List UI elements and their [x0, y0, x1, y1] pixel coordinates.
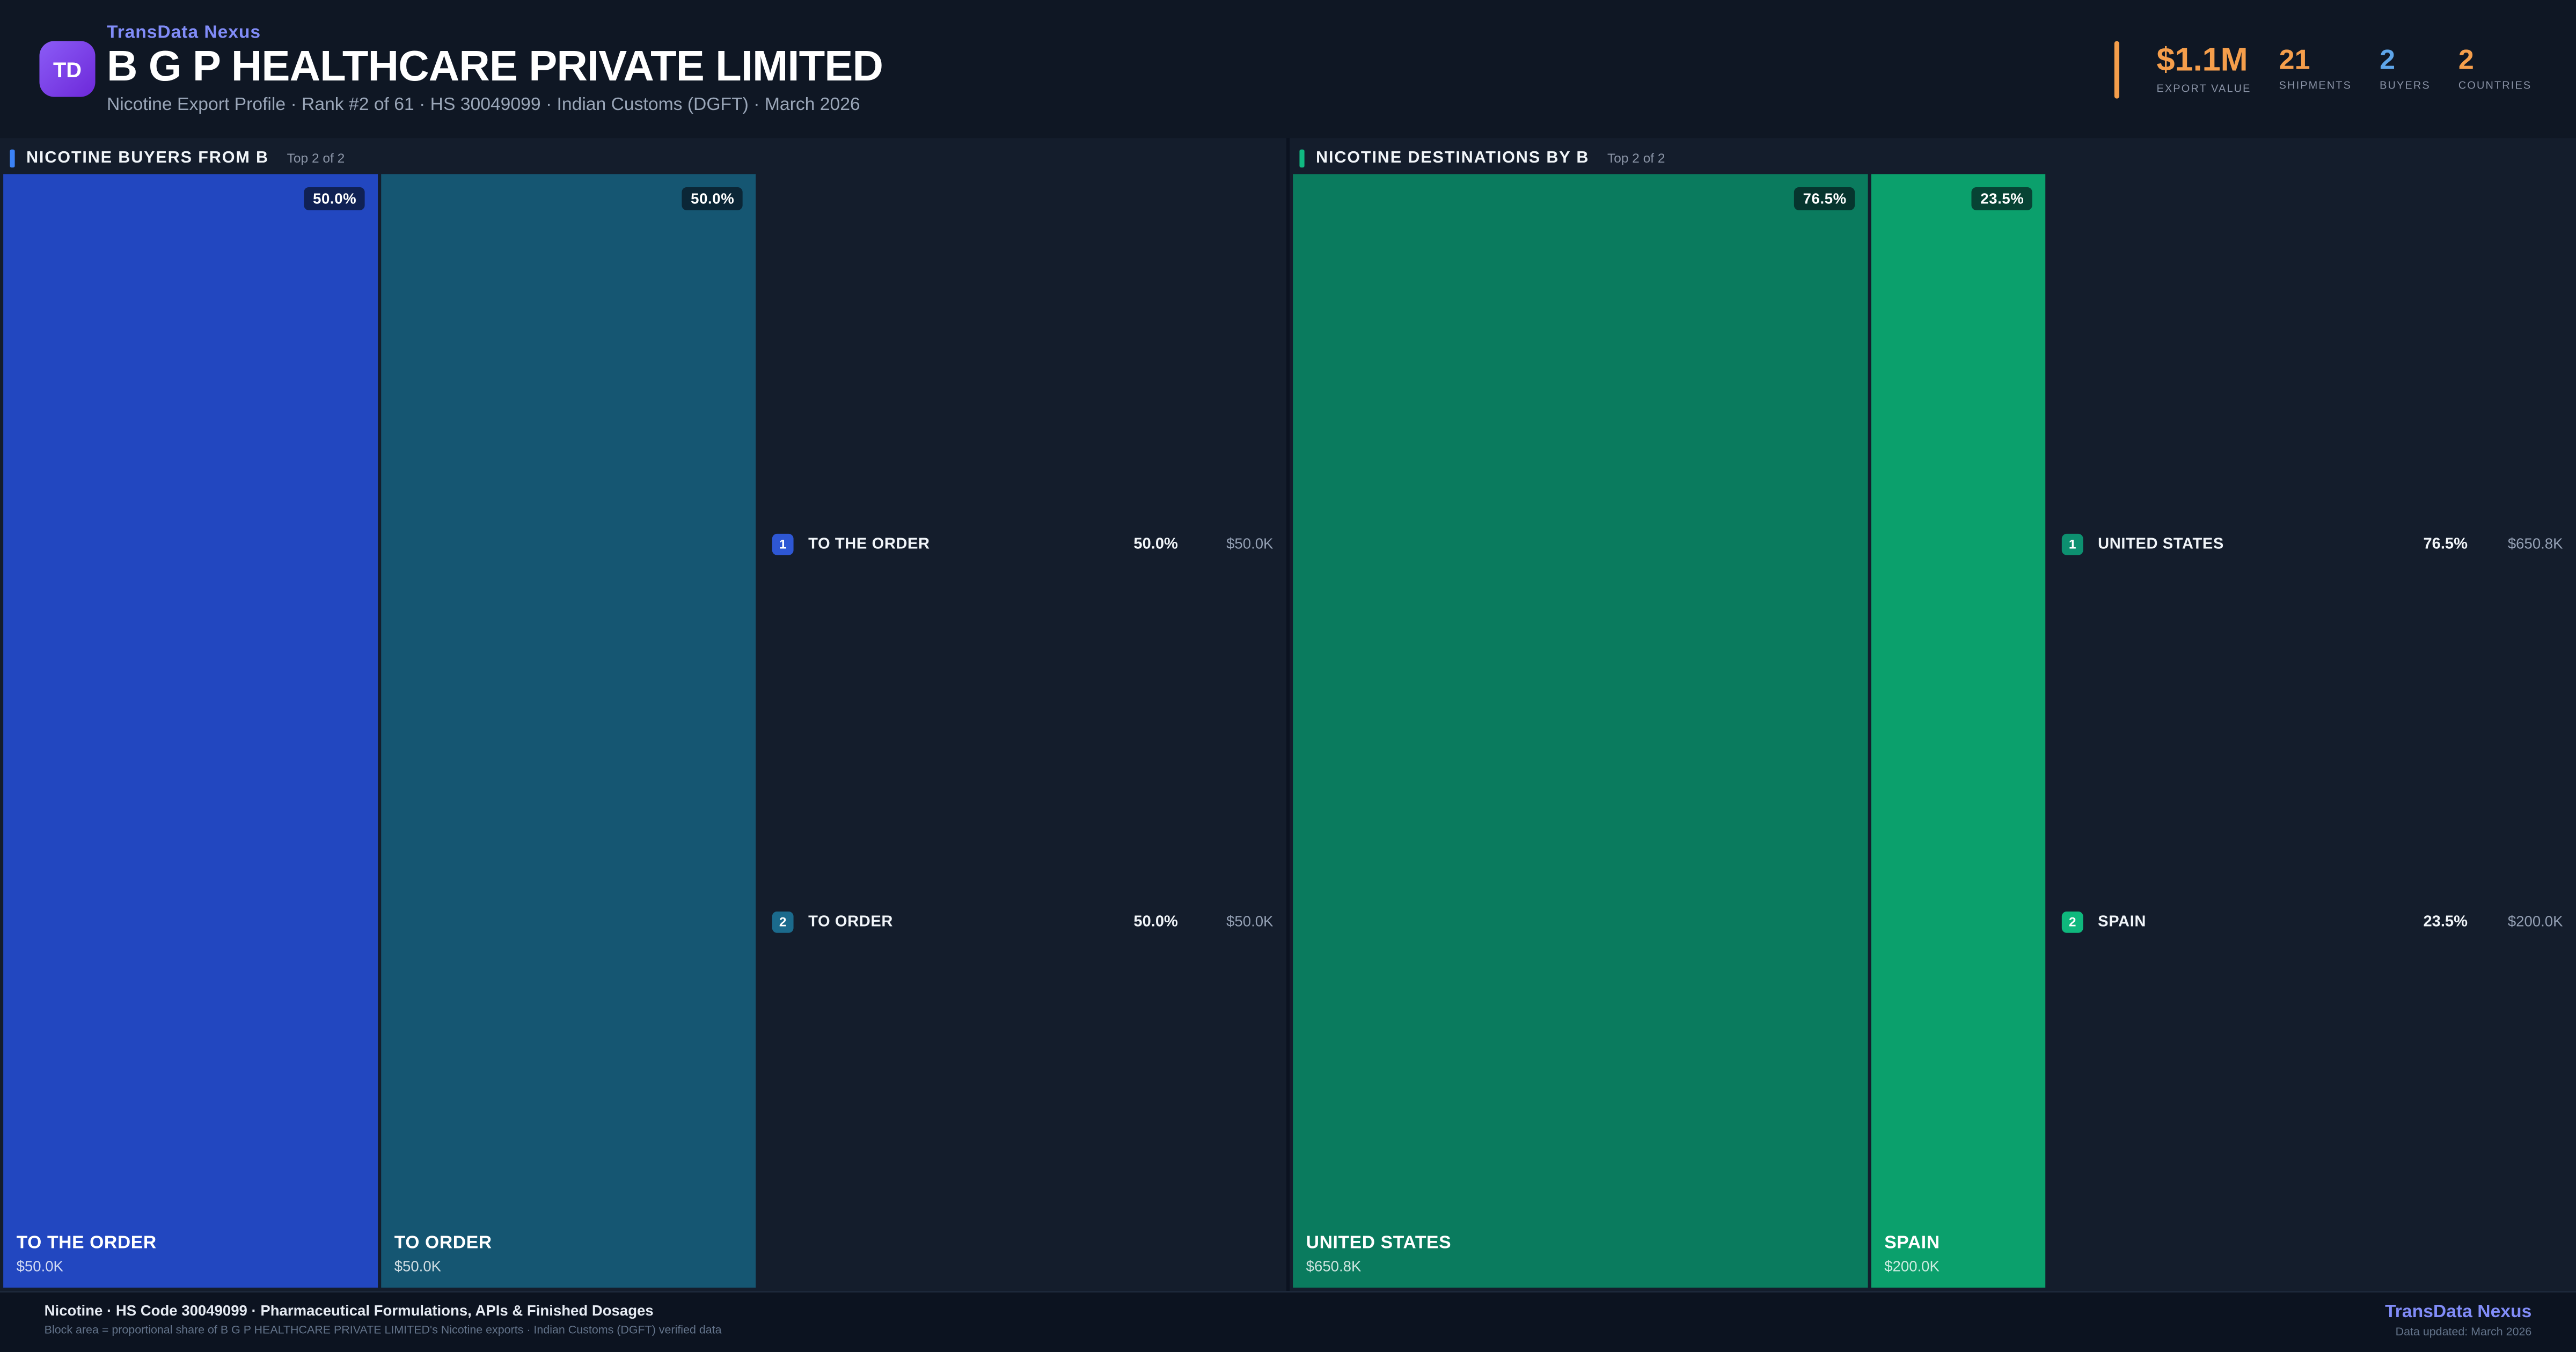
buyers-treemap: 50.0% TO THE ORDER $50.0K 50.0% TO ORDER…	[3, 174, 759, 1288]
footer-brand: TransData Nexus	[2385, 1303, 2532, 1322]
share-badge: 50.0%	[682, 187, 743, 210]
legend-share: 23.5%	[2423, 912, 2468, 931]
page-subtitle: Nicotine Export Profile · Rank #2 of 61 …	[106, 95, 860, 115]
stat-buyers-number: 2	[2380, 43, 2396, 75]
block-value: $200.0K	[1884, 1258, 1940, 1275]
footer-methodology-line: Block area = proportional share of B G P…	[44, 1325, 722, 1338]
rank-badge: 2	[772, 910, 794, 932]
block-name: UNITED STATES	[1306, 1233, 1452, 1254]
panel-destinations-accent-bar	[1299, 149, 1305, 167]
brand-logo: TD	[39, 41, 96, 97]
legend-row-to-order[interactable]: 2 TO ORDER 50.0% $50.0K	[772, 900, 1274, 943]
brand-name: TransData Nexus	[106, 23, 261, 43]
panel-buyers-meta: Top 2 of 2	[287, 150, 345, 165]
share-badge: 76.5%	[1795, 187, 1855, 210]
panel-destinations-meta: Top 2 of 2	[1607, 150, 1665, 165]
stats-divider	[2113, 40, 2119, 98]
legend-row-united-states[interactable]: 1 UNITED STATES 76.5% $650.8K	[2061, 522, 2563, 565]
footer-updated: Data updated: March 2026	[2395, 1327, 2532, 1339]
stat-shipments-number: 21	[2279, 43, 2310, 75]
stat-countries-label: COUNTRIES	[2458, 81, 2532, 93]
treemap-block-spain[interactable]: 23.5% SPAIN $200.0K	[1871, 174, 2046, 1288]
stat-export-value: $1.1M EXPORT VALUE	[2156, 43, 2251, 95]
block-label: SPAIN $200.0K	[1884, 1234, 2036, 1275]
block-label: UNITED STATES $650.8K	[1306, 1234, 1858, 1275]
legend-row-spain[interactable]: 2 SPAIN 23.5% $200.0K	[2061, 900, 2563, 943]
footer: Nicotine · HS Code 30049099 · Pharmaceut…	[0, 1291, 2576, 1352]
stat-export-value-label: EXPORT VALUE	[2156, 84, 2251, 95]
legend-name: TO THE ORDER	[808, 534, 930, 553]
buyers-legend: 1 TO THE ORDER 50.0% $50.0K 2 TO ORDER 5…	[759, 174, 1286, 1288]
treemap-block-to-the-order[interactable]: 50.0% TO THE ORDER $50.0K	[3, 174, 378, 1288]
legend-share: 50.0%	[1133, 534, 1178, 553]
stat-countries: 2 COUNTRIES	[2458, 43, 2532, 93]
rank-badge: 1	[772, 533, 794, 555]
rank-badge: 2	[2061, 910, 2083, 932]
destinations-legend: 1 UNITED STATES 76.5% $650.8K 2 SPAIN 23…	[2048, 174, 2576, 1288]
share-badge: 23.5%	[1972, 187, 2032, 210]
block-label: TO THE ORDER $50.0K	[17, 1234, 368, 1275]
panel-destinations-header: NICOTINE DESTINATIONS BY B Top 2 of 2	[1299, 143, 2576, 172]
page-title: B G P HEALTHCARE PRIVATE LIMITED	[106, 41, 883, 90]
panel-buyers-title: NICOTINE BUYERS FROM B	[26, 149, 269, 167]
legend-name: UNITED STATES	[2098, 534, 2224, 553]
legend-value: $50.0K	[1226, 535, 1274, 552]
destinations-treemap: 76.5% UNITED STATES $650.8K 23.5% SPAIN …	[1293, 174, 2048, 1288]
footer-product-line: Nicotine · HS Code 30049099 · Pharmaceut…	[44, 1303, 654, 1319]
header-stats: $1.1M EXPORT VALUE 21 SHIPMENTS 2 BUYERS…	[2113, 40, 2532, 98]
panel-buyers-accent-bar	[10, 149, 15, 167]
footer-right: TransData Nexus Data updated: March 2026	[2385, 1303, 2531, 1339]
legend-name: TO ORDER	[808, 912, 894, 931]
footer-left: Nicotine · HS Code 30049099 · Pharmaceut…	[45, 1303, 722, 1337]
rank-badge: 1	[2061, 533, 2083, 555]
treemap-block-united-states[interactable]: 76.5% UNITED STATES $650.8K	[1293, 174, 1868, 1288]
block-label: TO ORDER $50.0K	[394, 1234, 746, 1275]
stat-countries-number: 2	[2458, 43, 2474, 75]
legend-share: 76.5%	[2423, 534, 2468, 553]
panel-buyers: NICOTINE BUYERS FROM B Top 2 of 2 50.0% …	[0, 138, 1286, 1291]
panel-destinations-title: NICOTINE DESTINATIONS BY B	[1316, 149, 1590, 167]
block-value: $50.0K	[16, 1258, 63, 1275]
stat-buyers: 2 BUYERS	[2380, 43, 2431, 93]
block-name: SPAIN	[1884, 1233, 1940, 1254]
stat-shipments: 21 SHIPMENTS	[2279, 43, 2352, 93]
legend-share: 50.0%	[1133, 912, 1178, 931]
treemap-block-to-order[interactable]: 50.0% TO ORDER $50.0K	[381, 174, 756, 1288]
legend-name: SPAIN	[2098, 912, 2147, 931]
panel-destinations: NICOTINE DESTINATIONS BY B Top 2 of 2 76…	[1286, 138, 2576, 1291]
header: TD TransData Nexus B G P HEALTHCARE PRIV…	[0, 0, 2576, 138]
block-name: TO ORDER	[394, 1233, 492, 1254]
legend-row-to-the-order[interactable]: 1 TO THE ORDER 50.0% $50.0K	[772, 522, 1274, 565]
main-content: NICOTINE BUYERS FROM B Top 2 of 2 50.0% …	[0, 138, 2576, 1291]
block-name: TO THE ORDER	[16, 1233, 157, 1254]
header-text: TransData Nexus B G P HEALTHCARE PRIVATE…	[107, 23, 883, 115]
stat-export-value-number: $1.1M	[2156, 42, 2248, 79]
panel-destinations-body: 76.5% UNITED STATES $650.8K 23.5% SPAIN …	[1290, 174, 2576, 1291]
legend-value: $200.0K	[2507, 913, 2563, 930]
legend-value: $50.0K	[1226, 913, 1274, 930]
panel-buyers-body: 50.0% TO THE ORDER $50.0K 50.0% TO ORDER…	[0, 174, 1286, 1291]
stat-buyers-label: BUYERS	[2380, 81, 2431, 93]
share-badge: 50.0%	[304, 187, 365, 210]
block-value: $650.8K	[1306, 1258, 1362, 1275]
legend-value: $650.8K	[2507, 535, 2563, 552]
panel-buyers-header: NICOTINE BUYERS FROM B Top 2 of 2	[10, 143, 1286, 172]
stat-shipments-label: SHIPMENTS	[2279, 81, 2352, 93]
block-value: $50.0K	[394, 1258, 442, 1275]
